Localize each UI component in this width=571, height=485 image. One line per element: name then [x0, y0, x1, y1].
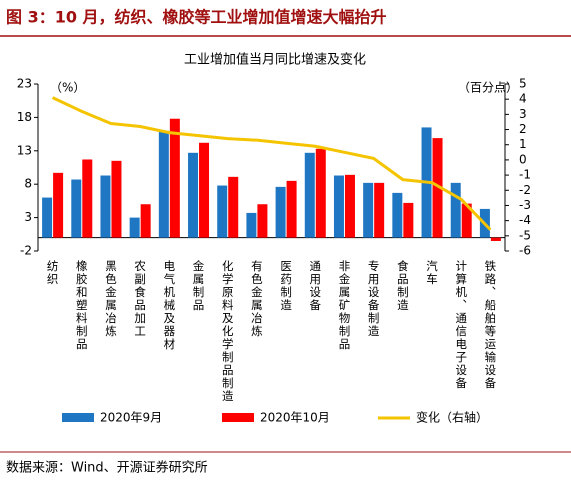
- bar: [140, 204, 151, 238]
- x-tick-label: 通用设备: [308, 260, 322, 312]
- y2-axis-label: （百分点）: [458, 81, 518, 95]
- y-tick-label: -2: [20, 244, 32, 258]
- bar: [246, 212, 257, 238]
- legend-label: 变化（右轴）: [416, 410, 488, 425]
- bar: [315, 148, 326, 238]
- x-tick-label: 橡胶和塑料制品: [75, 260, 89, 351]
- bar: [304, 152, 315, 238]
- y2-tick-label: 1: [519, 137, 527, 151]
- x-tick-label: 黑色金属冶炼: [104, 260, 118, 338]
- x-tick-label: 农副食品加工: [133, 259, 147, 338]
- bar: [363, 182, 374, 238]
- bar: [257, 204, 268, 238]
- legend-label: 2020年9月: [100, 411, 162, 425]
- y2-tick-label: -3: [519, 198, 531, 212]
- x-tick-label: 电气机械及器材: [162, 260, 176, 351]
- bar: [100, 175, 111, 238]
- bar: [228, 176, 239, 238]
- x-tick-label: 计算机、通信电子设备: [454, 260, 468, 390]
- x-tick-label: 金属制品: [192, 259, 206, 312]
- y-tick-label: 13: [17, 143, 32, 157]
- x-tick-label: 专用设备制造: [367, 259, 381, 338]
- y-tick-label: 8: [24, 177, 32, 191]
- chart-title: 工业增加值当月同比增速及变化: [184, 52, 366, 68]
- y2-tick-label: -1: [519, 168, 531, 182]
- bar: [450, 182, 461, 238]
- legend-swatch: [222, 413, 254, 422]
- bar: [275, 186, 286, 238]
- bar: [111, 160, 122, 238]
- line: [51, 96, 492, 231]
- bar: [286, 180, 297, 238]
- x-tick-label: 有色金属冶炼: [250, 259, 264, 338]
- page-title: 图 3：10 月，纺织、橡胶等工业增加值增速大幅抬升: [6, 8, 387, 27]
- bar: [392, 192, 403, 238]
- x-tick-label: 铁路、船舶等运输设备: [483, 260, 497, 390]
- bar: [53, 172, 64, 238]
- y-tick-label: 3: [24, 210, 32, 224]
- legend-swatch: [62, 413, 94, 422]
- bar: [490, 237, 501, 241]
- x-tick-label: 食品制造: [396, 259, 410, 312]
- bar: [374, 182, 385, 238]
- y-tick-label: 18: [17, 110, 32, 124]
- y2-tick-label: -5: [519, 228, 531, 242]
- y2-tick-label: 5: [519, 77, 527, 91]
- y-tick-label: 23: [17, 77, 32, 91]
- legend-label: 2020年10月: [260, 411, 330, 425]
- bar: [71, 179, 82, 238]
- x-tick-label: 非金属矿物制品: [337, 260, 351, 351]
- x-tick-label: 医药制造: [279, 260, 293, 312]
- bar: [129, 217, 140, 238]
- y-axis-label: （%）: [50, 81, 85, 95]
- bar: [82, 159, 93, 238]
- bar: [188, 152, 199, 238]
- source: 数据来源：Wind、开源证券研究所: [6, 460, 208, 476]
- bar: [403, 202, 414, 238]
- bar: [344, 174, 355, 238]
- y2-tick-label: 4: [519, 92, 527, 106]
- y2-tick-label: 3: [519, 107, 527, 121]
- bar: [333, 175, 344, 238]
- x-tick-label: 化学原料及化学制品制造: [221, 259, 235, 403]
- bar: [42, 197, 53, 238]
- bar: [158, 130, 169, 238]
- y2-tick-label: -2: [519, 183, 531, 197]
- bar: [432, 138, 443, 238]
- x-tick-label: 纺织: [46, 259, 60, 286]
- bar: [199, 142, 210, 238]
- bar: [217, 185, 228, 238]
- y2-tick-label: 2: [519, 122, 527, 136]
- x-tick-label: 汽车: [425, 259, 439, 286]
- y2-tick-label: -6: [519, 244, 531, 258]
- bar: [461, 203, 472, 238]
- y2-tick-label: 0: [519, 152, 527, 166]
- y2-tick-label: -4: [519, 213, 531, 227]
- bar: [169, 118, 180, 238]
